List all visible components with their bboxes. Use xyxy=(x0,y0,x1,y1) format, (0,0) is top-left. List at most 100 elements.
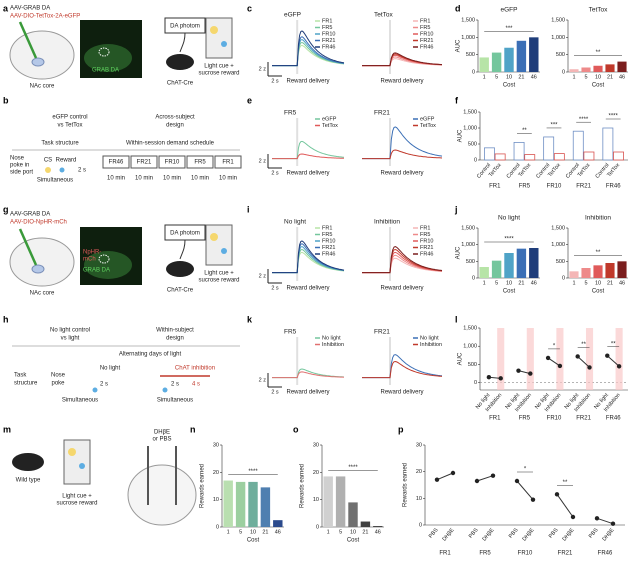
x-tick-label: 1 xyxy=(227,529,230,535)
bar xyxy=(605,263,615,278)
significance-label: *** xyxy=(505,26,513,32)
bar xyxy=(335,476,346,527)
scale-label: 2 z xyxy=(259,273,267,279)
reward-marker xyxy=(389,337,391,385)
bar xyxy=(360,521,371,527)
bar xyxy=(617,61,627,72)
x-tick-label: 46 xyxy=(531,280,537,286)
bar xyxy=(602,127,614,161)
bar xyxy=(479,267,489,278)
group-label: FR46 xyxy=(606,184,621,190)
x-axis-label: Cost xyxy=(347,538,360,544)
chart-title: FR21 xyxy=(374,329,390,336)
histology-signal xyxy=(84,44,132,72)
y-tick-label: 1,000 xyxy=(551,242,565,248)
x-tick-label: 10 xyxy=(506,280,512,286)
y-tick-label: 0 xyxy=(419,522,422,528)
legend-label: FR46 xyxy=(322,44,335,50)
panel-text: ChAT-Cre xyxy=(167,288,194,294)
significance-label: **** xyxy=(348,465,358,471)
bar xyxy=(323,476,333,527)
mean-point xyxy=(530,497,536,502)
fiber-cable xyxy=(179,32,186,53)
trace-line xyxy=(272,140,345,160)
fiber-track xyxy=(98,254,110,264)
panel-text: No light xyxy=(100,366,121,372)
x-tick-label: 1 xyxy=(483,280,486,286)
y-axis-label: Rewards earned xyxy=(200,464,206,508)
x-axis-label: Reward delivery xyxy=(286,171,329,177)
bar xyxy=(553,153,565,161)
panel-text: ChAT-Cre xyxy=(167,81,194,87)
legend-label: Inhibition xyxy=(420,342,442,348)
reward-marker xyxy=(296,227,299,281)
panel-text: sucrose reward xyxy=(198,71,239,77)
bar xyxy=(572,130,584,161)
group-label: FR21 xyxy=(558,551,573,557)
panel-text: 10 min xyxy=(163,176,181,182)
y-tick-label: 1,500 xyxy=(551,17,565,23)
y-tick-label: 1,500 xyxy=(551,225,565,231)
panel-letter: m xyxy=(3,424,11,434)
legend-label: FR1 xyxy=(322,18,332,24)
scale-label: 2 z xyxy=(259,158,267,164)
mean-point xyxy=(545,355,551,361)
trace-line xyxy=(272,240,345,274)
x-tick-label: 5 xyxy=(495,74,498,80)
panel-letter: a xyxy=(3,3,9,13)
panel-letter: i xyxy=(247,204,250,214)
panel-text: Across-subject xyxy=(155,115,195,121)
chart-title: No light xyxy=(498,215,520,222)
y-tick-label: 0 xyxy=(562,69,565,75)
legend-label: FR10 xyxy=(322,31,335,37)
pair-label: DHβE xyxy=(482,527,496,542)
x-tick-label: 1 xyxy=(572,280,575,286)
legend-label: FR10 xyxy=(420,31,433,37)
significance-label: ** xyxy=(596,250,601,256)
bar xyxy=(529,37,539,72)
x-tick-label: 46 xyxy=(619,74,625,80)
panel-text: structure xyxy=(14,381,38,387)
inhibition-band xyxy=(497,328,505,390)
panel-text: 2 s xyxy=(100,382,108,388)
pair-label: DHβE xyxy=(562,527,576,542)
bar xyxy=(373,526,383,527)
chart-title: TetTox xyxy=(374,12,394,19)
y-tick-label: 1,000 xyxy=(461,35,475,41)
pair-label: PBS xyxy=(468,527,480,540)
y-tick-label: 500 xyxy=(468,141,477,147)
panel-text: Light cue + xyxy=(62,494,92,500)
y-tick-label: 1,500 xyxy=(463,109,477,115)
panel-text: mCh xyxy=(83,257,96,263)
group-label: FR10 xyxy=(547,416,562,422)
bar xyxy=(273,520,283,527)
panel-text: Alternating days of light xyxy=(119,352,182,358)
panel-text: DA photom xyxy=(170,24,200,30)
trace-line xyxy=(362,354,443,379)
pair-line xyxy=(436,472,454,481)
y-tick-label: 500 xyxy=(468,362,477,368)
bar xyxy=(348,502,358,527)
panel-text: 4 s xyxy=(192,382,200,388)
inhibition-band xyxy=(615,328,623,390)
reward-marker xyxy=(296,337,299,385)
pair-label: PBS xyxy=(428,527,440,540)
x-axis-label: Reward delivery xyxy=(380,171,423,177)
panel-text: Within-subject xyxy=(156,328,194,334)
operant-box xyxy=(205,224,233,266)
scale-label: 2 s xyxy=(271,389,279,395)
panel-text: Within-session demand schedule xyxy=(126,141,215,147)
legend-label: FR5 xyxy=(322,232,332,238)
x-tick-label: 1 xyxy=(483,74,486,80)
y-tick-label: 0 xyxy=(474,157,477,163)
x-axis-label: Reward delivery xyxy=(286,390,329,396)
x-tick-label: 46 xyxy=(275,529,281,535)
panel-text: AAV-DIO-NpHR-mCh xyxy=(10,220,67,226)
panel-text: FR5 xyxy=(194,160,206,166)
mean-point xyxy=(474,478,480,484)
legend-label: FR1 xyxy=(322,225,332,231)
bar xyxy=(613,151,624,161)
panel-letter: b xyxy=(3,95,9,105)
group-label: FR5 xyxy=(479,551,491,557)
